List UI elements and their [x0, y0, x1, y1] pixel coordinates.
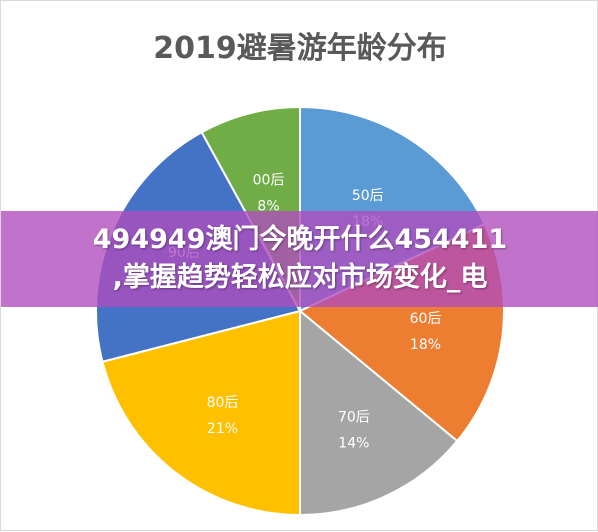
slice-percent-label-2: 14%	[338, 435, 369, 451]
slice-category-label-1: 60后	[410, 311, 442, 327]
chart-title: 2019避暑游年龄分布	[153, 31, 447, 66]
slice-percent-label-1: 18%	[410, 337, 441, 353]
slice-percent-label-5: 8%	[257, 198, 279, 214]
pie-slice-2	[299, 308, 459, 517]
overlay-banner: 494949澳门今晚开什么454411 ,掌握趋势轻松应对市场变化_电	[1, 211, 598, 307]
slice-category-label-5: 00后	[253, 172, 285, 188]
slice-category-label-0: 50后	[352, 188, 384, 204]
banner-line-1: 494949澳门今晚开什么454411	[92, 224, 508, 255]
banner-line-2: ,掌握趋势轻松应对市场变化_电	[112, 262, 488, 293]
slice-category-label-2: 70后	[338, 409, 370, 425]
slice-category-label-3: 80后	[207, 395, 239, 411]
slice-percent-label-3: 21%	[207, 421, 238, 437]
pie-slice-3	[101, 309, 301, 517]
